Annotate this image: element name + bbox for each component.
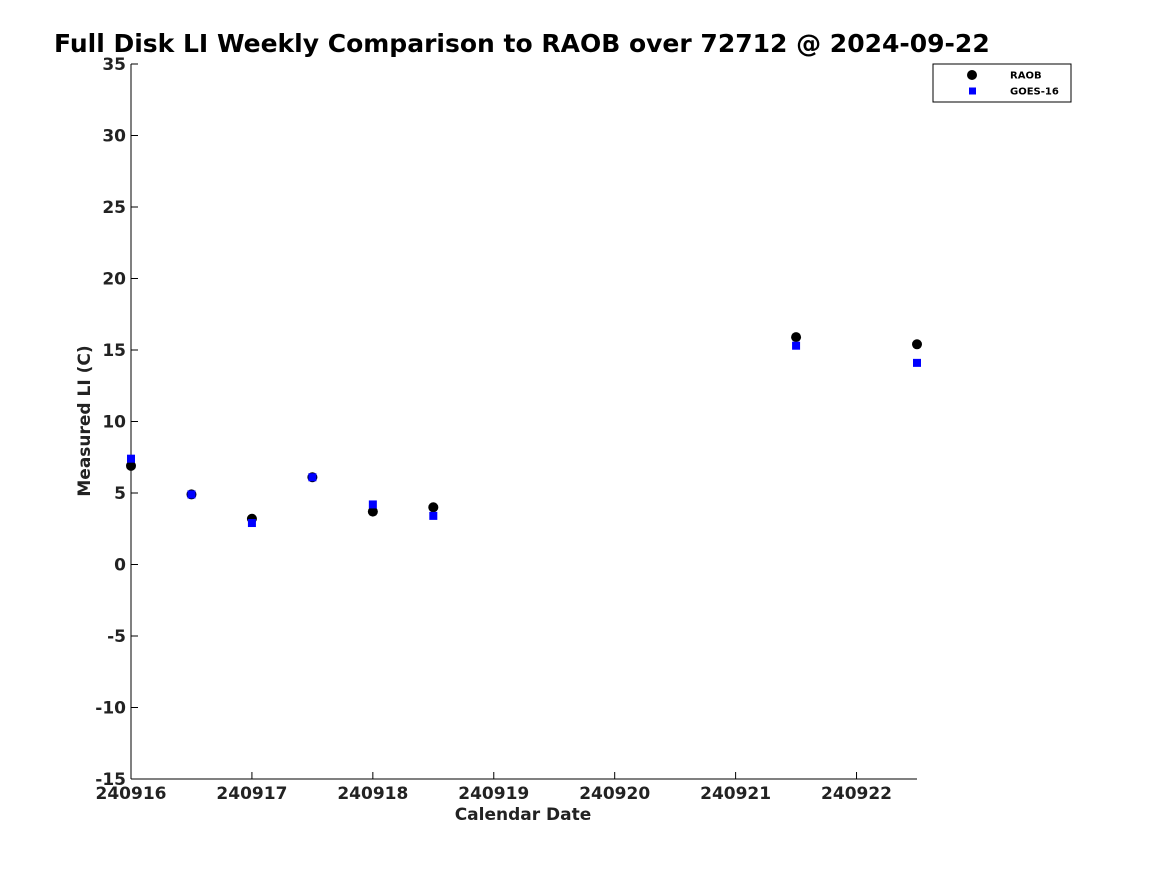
- x-tick-label: 240916: [96, 784, 167, 804]
- x-tick-label: 240920: [579, 784, 650, 804]
- chart-legend: RAOB GOES-16: [932, 63, 1072, 103]
- raob-point: [367, 506, 378, 517]
- goes-16-point: [247, 519, 256, 528]
- y-tick-label: -5: [107, 627, 126, 647]
- x-axis-label: Calendar Date: [455, 805, 592, 825]
- y-tick-label: 5: [114, 484, 126, 504]
- legend-marker-raob: [967, 70, 977, 80]
- chart-axes: [130, 64, 917, 780]
- y-tick-label: -15: [95, 770, 126, 790]
- y-tick-label: 0: [114, 556, 126, 576]
- goes-16-point: [127, 454, 135, 463]
- y-tick-label: 25: [102, 198, 126, 218]
- goes-16-point: [187, 490, 196, 499]
- y-tick-label: 10: [102, 413, 126, 433]
- y-tick-label: -10: [95, 699, 126, 719]
- x-tick-label: 240918: [337, 784, 408, 804]
- goes-16-point: [429, 511, 438, 520]
- legend-box: [932, 63, 1072, 103]
- goes-16-point: [792, 341, 801, 350]
- y-tick-label: 15: [102, 341, 126, 361]
- goes-16-point: [913, 358, 921, 367]
- chart-points: [126, 332, 922, 528]
- raob-point: [791, 332, 802, 343]
- legend-label-goes-16: GOES-16: [1010, 87, 1059, 98]
- legend-label-raob: RAOB: [1010, 71, 1042, 82]
- raob-point: [912, 339, 922, 350]
- goes-16-point: [308, 473, 317, 482]
- y-tick-label: 30: [102, 127, 126, 147]
- x-tick-label: 240921: [700, 784, 771, 804]
- x-tick-label: 240917: [216, 784, 287, 804]
- goes-16-point: [368, 500, 377, 509]
- raob-point: [428, 502, 439, 513]
- legend-marker-goes-16: [969, 87, 976, 95]
- raob-point: [126, 460, 136, 471]
- y-tick-label: 20: [102, 270, 126, 290]
- x-tick-label: 240919: [458, 784, 529, 804]
- y-axis-label: Measured LI (C): [75, 345, 95, 496]
- x-tick-label: 240922: [821, 784, 892, 804]
- chart-title: Full Disk LI Weekly Comparison to RAOB o…: [54, 29, 990, 58]
- y-tick-label: 35: [102, 55, 126, 75]
